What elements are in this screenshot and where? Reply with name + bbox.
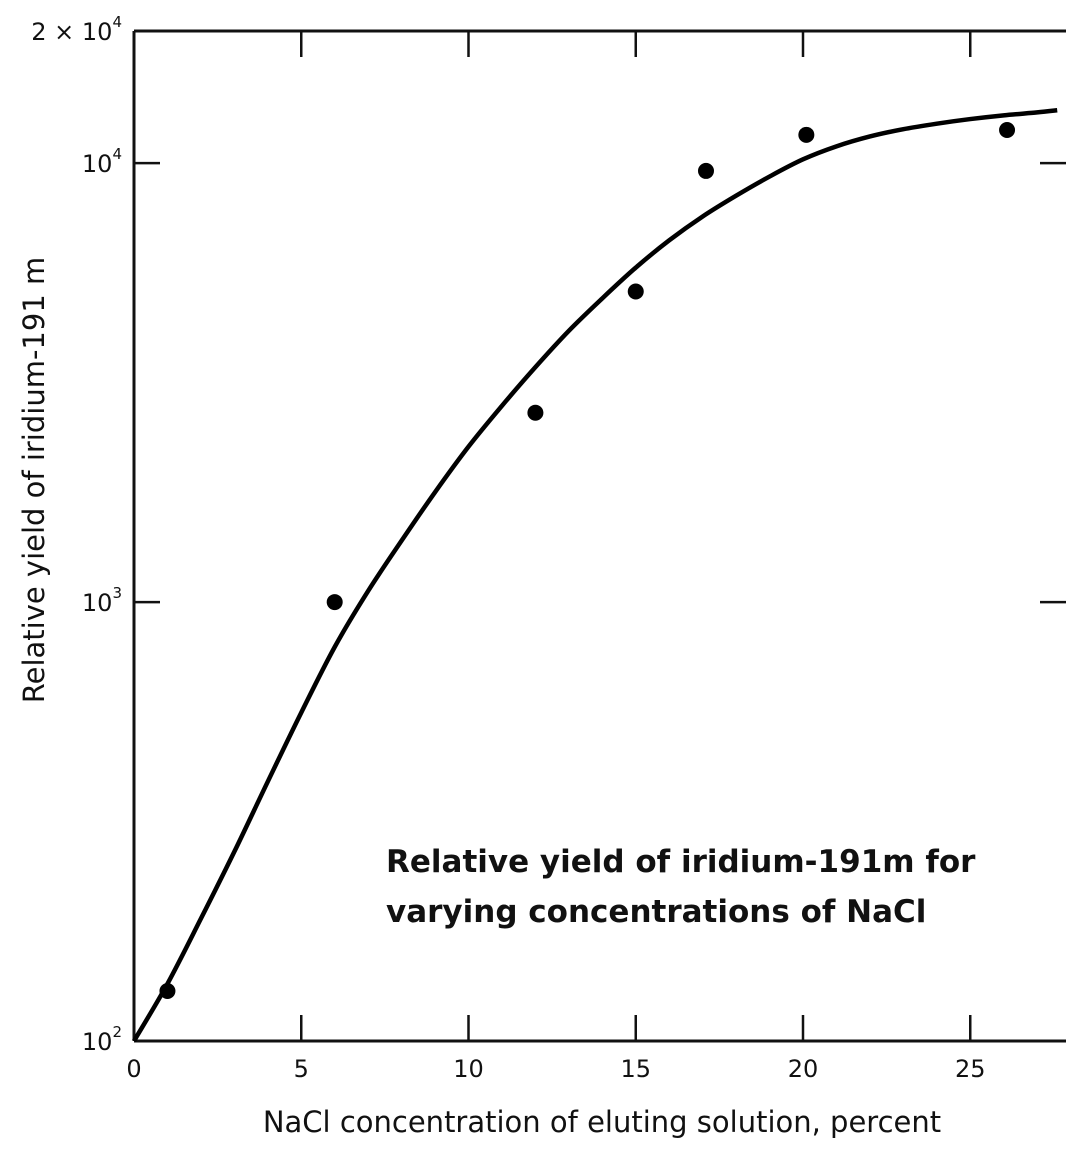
data-point <box>627 283 644 300</box>
data-point <box>798 126 815 143</box>
data-point <box>999 121 1016 138</box>
annotation-line-2: varying concentrations of NaCl <box>386 894 926 930</box>
x-axis-label: NaCl concentration of eluting solution, … <box>263 1105 941 1139</box>
y-tick-label: 2 × 104 <box>31 13 122 46</box>
x-axis-ticks: 0 5 10 15 20 25 <box>126 31 986 1083</box>
series-layer <box>132 107 1058 1043</box>
x-tick-label: 0 <box>126 1055 141 1083</box>
y-tick-label: 103 <box>82 584 122 617</box>
annotation-line-1: Relative yield of iridium-191m for <box>386 844 976 880</box>
x-tick-label: 15 <box>620 1055 651 1083</box>
y-axis-label: Relative yield of iridium-191 m <box>17 257 51 704</box>
x-tick-label: 20 <box>788 1055 819 1083</box>
x-tick-label: 25 <box>955 1055 986 1083</box>
y-tick-label: 104 <box>82 145 122 178</box>
data-point <box>326 594 343 611</box>
x-tick-label: 10 <box>453 1055 484 1083</box>
data-point <box>159 982 176 999</box>
plot-frame <box>132 29 1066 1043</box>
data-point <box>527 404 544 421</box>
data-point <box>697 162 714 179</box>
annotation: Relative yield of iridium-191m for varyi… <box>386 844 976 930</box>
y-tick-label: 102 <box>82 1023 122 1056</box>
x-tick-label: 5 <box>294 1055 309 1083</box>
fitted-curve <box>132 107 1058 1043</box>
y-axis-ticks: 102 103 104 2 × 104 <box>31 13 1066 1056</box>
